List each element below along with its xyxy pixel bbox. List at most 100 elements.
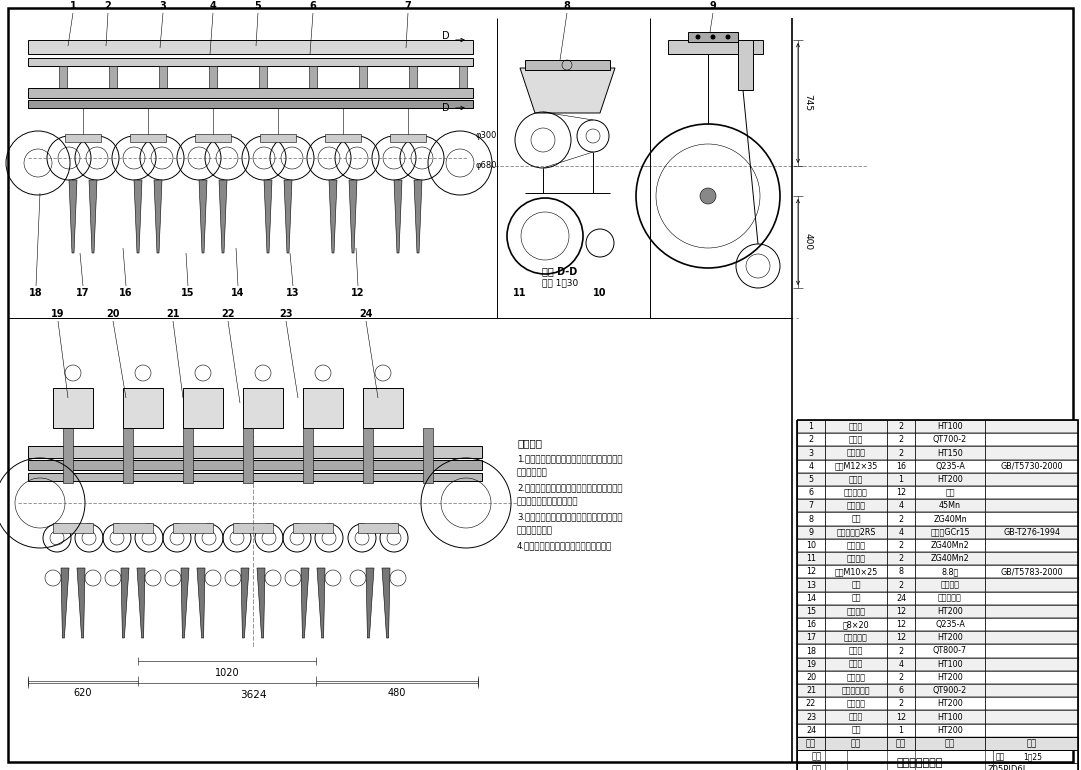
Text: 2: 2: [898, 422, 904, 431]
Text: 3624: 3624: [240, 690, 266, 700]
Text: 15: 15: [182, 288, 195, 298]
Bar: [183, 388, 223, 428]
Text: 1: 1: [898, 725, 904, 735]
Text: HT200: HT200: [937, 725, 963, 735]
Polygon shape: [264, 180, 272, 253]
Text: 20: 20: [106, 309, 120, 319]
Text: 石棉橡胶板: 石棉橡胶板: [938, 594, 962, 603]
Text: 45Mn: 45Mn: [939, 501, 961, 511]
Text: 13: 13: [806, 581, 816, 590]
Text: 480: 480: [388, 688, 406, 698]
Bar: [797, 591, 1078, 604]
Bar: [797, 750, 1078, 770]
Text: 8: 8: [809, 514, 814, 524]
Text: 4: 4: [898, 527, 904, 537]
Bar: [358, 523, 398, 533]
Text: 19: 19: [51, 309, 65, 319]
Text: 开沟破土装置: 开沟破土装置: [842, 686, 870, 695]
Text: D: D: [442, 103, 450, 113]
Text: 审核: 审核: [812, 765, 823, 770]
Text: 比例 1：30: 比例 1：30: [542, 279, 578, 287]
Circle shape: [700, 188, 716, 204]
Bar: [65, 134, 101, 142]
Bar: [797, 460, 1078, 473]
Text: 备注: 备注: [1026, 739, 1037, 748]
Bar: [63, 428, 74, 483]
Text: 4: 4: [210, 1, 216, 11]
Text: 2: 2: [105, 1, 111, 11]
Text: 12: 12: [896, 488, 906, 497]
Text: 轴承钢GCr15: 轴承钢GCr15: [930, 527, 970, 537]
Text: 螺栓M10×25: 螺栓M10×25: [835, 567, 878, 576]
Text: HT200: HT200: [937, 673, 963, 682]
Text: 2: 2: [898, 673, 904, 682]
Bar: [797, 499, 1078, 512]
Text: 材料: 材料: [945, 739, 956, 748]
Bar: [409, 66, 417, 88]
Text: 2: 2: [809, 435, 814, 444]
Bar: [233, 523, 273, 533]
Text: 剖面 D-D: 剖面 D-D: [543, 266, 577, 276]
Bar: [797, 512, 1078, 526]
Text: 4.需要在铸铁制件表面涂漆，防止氧化。: 4.需要在铸铁制件表面涂漆，防止氧化。: [517, 541, 612, 550]
Bar: [797, 420, 1078, 770]
Bar: [525, 60, 610, 70]
Text: 螺栓M12×35: 螺栓M12×35: [835, 462, 878, 470]
Bar: [209, 66, 217, 88]
Text: 12: 12: [806, 567, 816, 576]
Bar: [797, 565, 1078, 578]
Text: φ680: φ680: [476, 162, 497, 170]
Polygon shape: [382, 568, 390, 638]
Text: 1：25: 1：25: [1023, 752, 1042, 761]
Polygon shape: [393, 180, 402, 253]
Bar: [797, 420, 1078, 434]
Polygon shape: [197, 568, 205, 638]
Polygon shape: [154, 180, 162, 253]
Text: 精度进行复查。: 精度进行复查。: [517, 527, 552, 535]
Bar: [459, 66, 467, 88]
Polygon shape: [329, 180, 337, 253]
Bar: [159, 66, 166, 88]
Polygon shape: [301, 568, 309, 638]
Text: 21: 21: [806, 686, 816, 695]
Text: 6: 6: [309, 1, 317, 11]
Text: 3.装配前应对零、部件的主要配合尺寸及相关: 3.装配前应对零、部件的主要配合尺寸及相关: [517, 512, 623, 521]
Text: 制图: 制图: [812, 752, 823, 761]
Bar: [123, 428, 133, 483]
Bar: [293, 523, 333, 533]
Polygon shape: [520, 68, 615, 113]
Bar: [797, 473, 1078, 486]
Text: 11: 11: [806, 554, 816, 563]
Bar: [28, 473, 482, 481]
Text: 销8×20: 销8×20: [843, 620, 869, 629]
Bar: [183, 428, 193, 483]
Text: 20: 20: [806, 673, 816, 682]
Text: 4: 4: [898, 660, 904, 668]
Bar: [390, 134, 426, 142]
Text: 24: 24: [359, 309, 373, 319]
Text: 16: 16: [119, 288, 133, 298]
Bar: [797, 578, 1078, 591]
Bar: [797, 539, 1078, 552]
Text: 24: 24: [806, 725, 816, 735]
Text: HT200: HT200: [937, 607, 963, 616]
Bar: [797, 684, 1078, 697]
Bar: [797, 711, 1078, 724]
Text: 17: 17: [806, 633, 816, 642]
Text: 比例: 比例: [996, 752, 1005, 761]
Bar: [243, 388, 283, 428]
Bar: [303, 428, 313, 483]
Text: 1020: 1020: [215, 668, 239, 678]
Text: HT200: HT200: [937, 475, 963, 484]
Bar: [53, 523, 93, 533]
Text: 5: 5: [809, 475, 814, 484]
Text: Q235-A: Q235-A: [935, 462, 965, 470]
Text: 12: 12: [896, 712, 906, 721]
Bar: [28, 40, 473, 54]
Bar: [28, 88, 473, 98]
Text: 10: 10: [806, 541, 816, 550]
Text: 主动齿轮: 主动齿轮: [846, 554, 866, 563]
Text: ZG40Mn2: ZG40Mn2: [931, 541, 970, 550]
Bar: [797, 526, 1078, 539]
Text: 1: 1: [809, 422, 814, 431]
